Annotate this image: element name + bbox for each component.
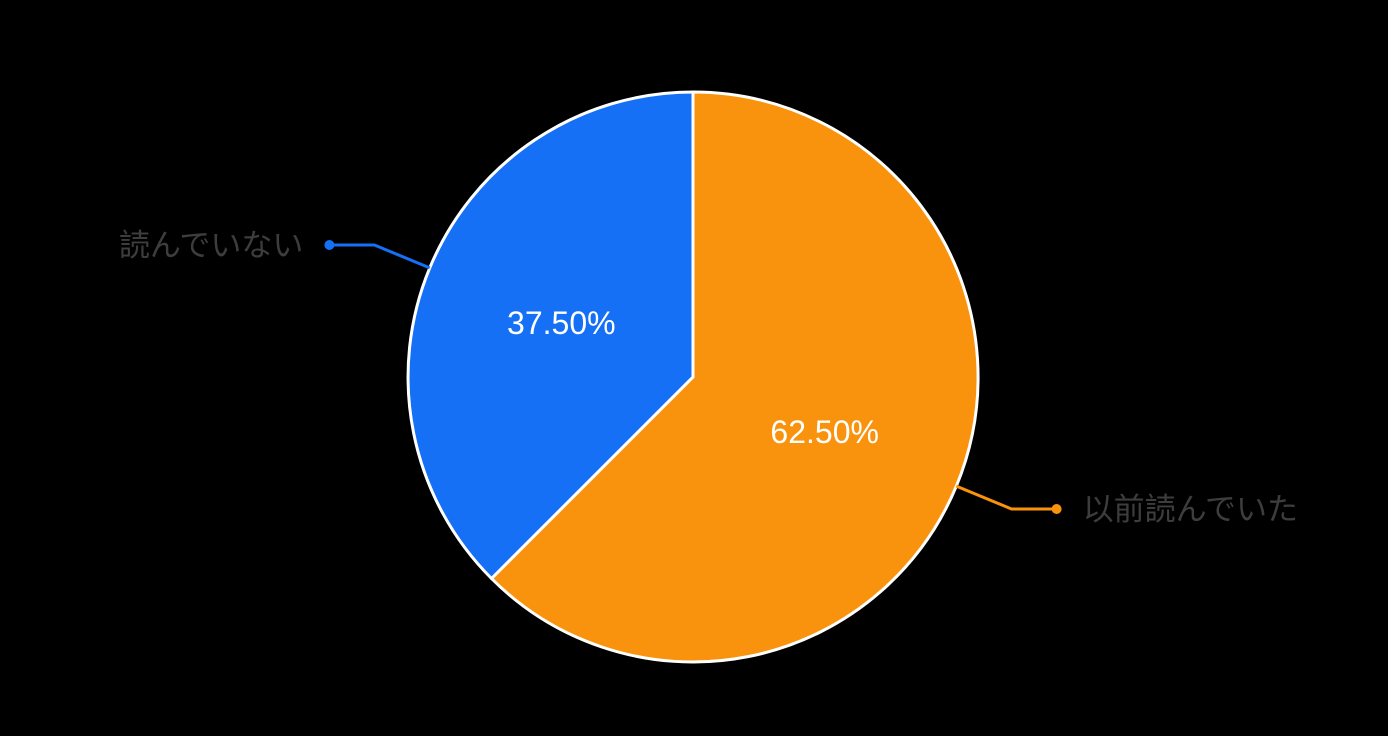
leader-dot-1	[324, 240, 335, 250]
slice-category-label-1: 読んでいない	[119, 228, 303, 263]
leader-line-1	[329, 243, 431, 270]
leader-lines-group	[324, 240, 1062, 514]
slice-value-label-1: 37.50%	[507, 305, 616, 341]
chart-labels-group: 62.50% 以前読んでいた 37.50% 読んでいない	[119, 228, 1298, 527]
pie-slices-group	[406, 90, 980, 664]
leader-line-0	[955, 484, 1057, 511]
slice-category-label-0: 以前読んでいた	[1083, 492, 1298, 527]
slice-value-label-0: 62.50%	[770, 414, 879, 450]
pie-slice-1[interactable]	[406, 90, 695, 580]
leader-dot-0	[1051, 504, 1062, 514]
